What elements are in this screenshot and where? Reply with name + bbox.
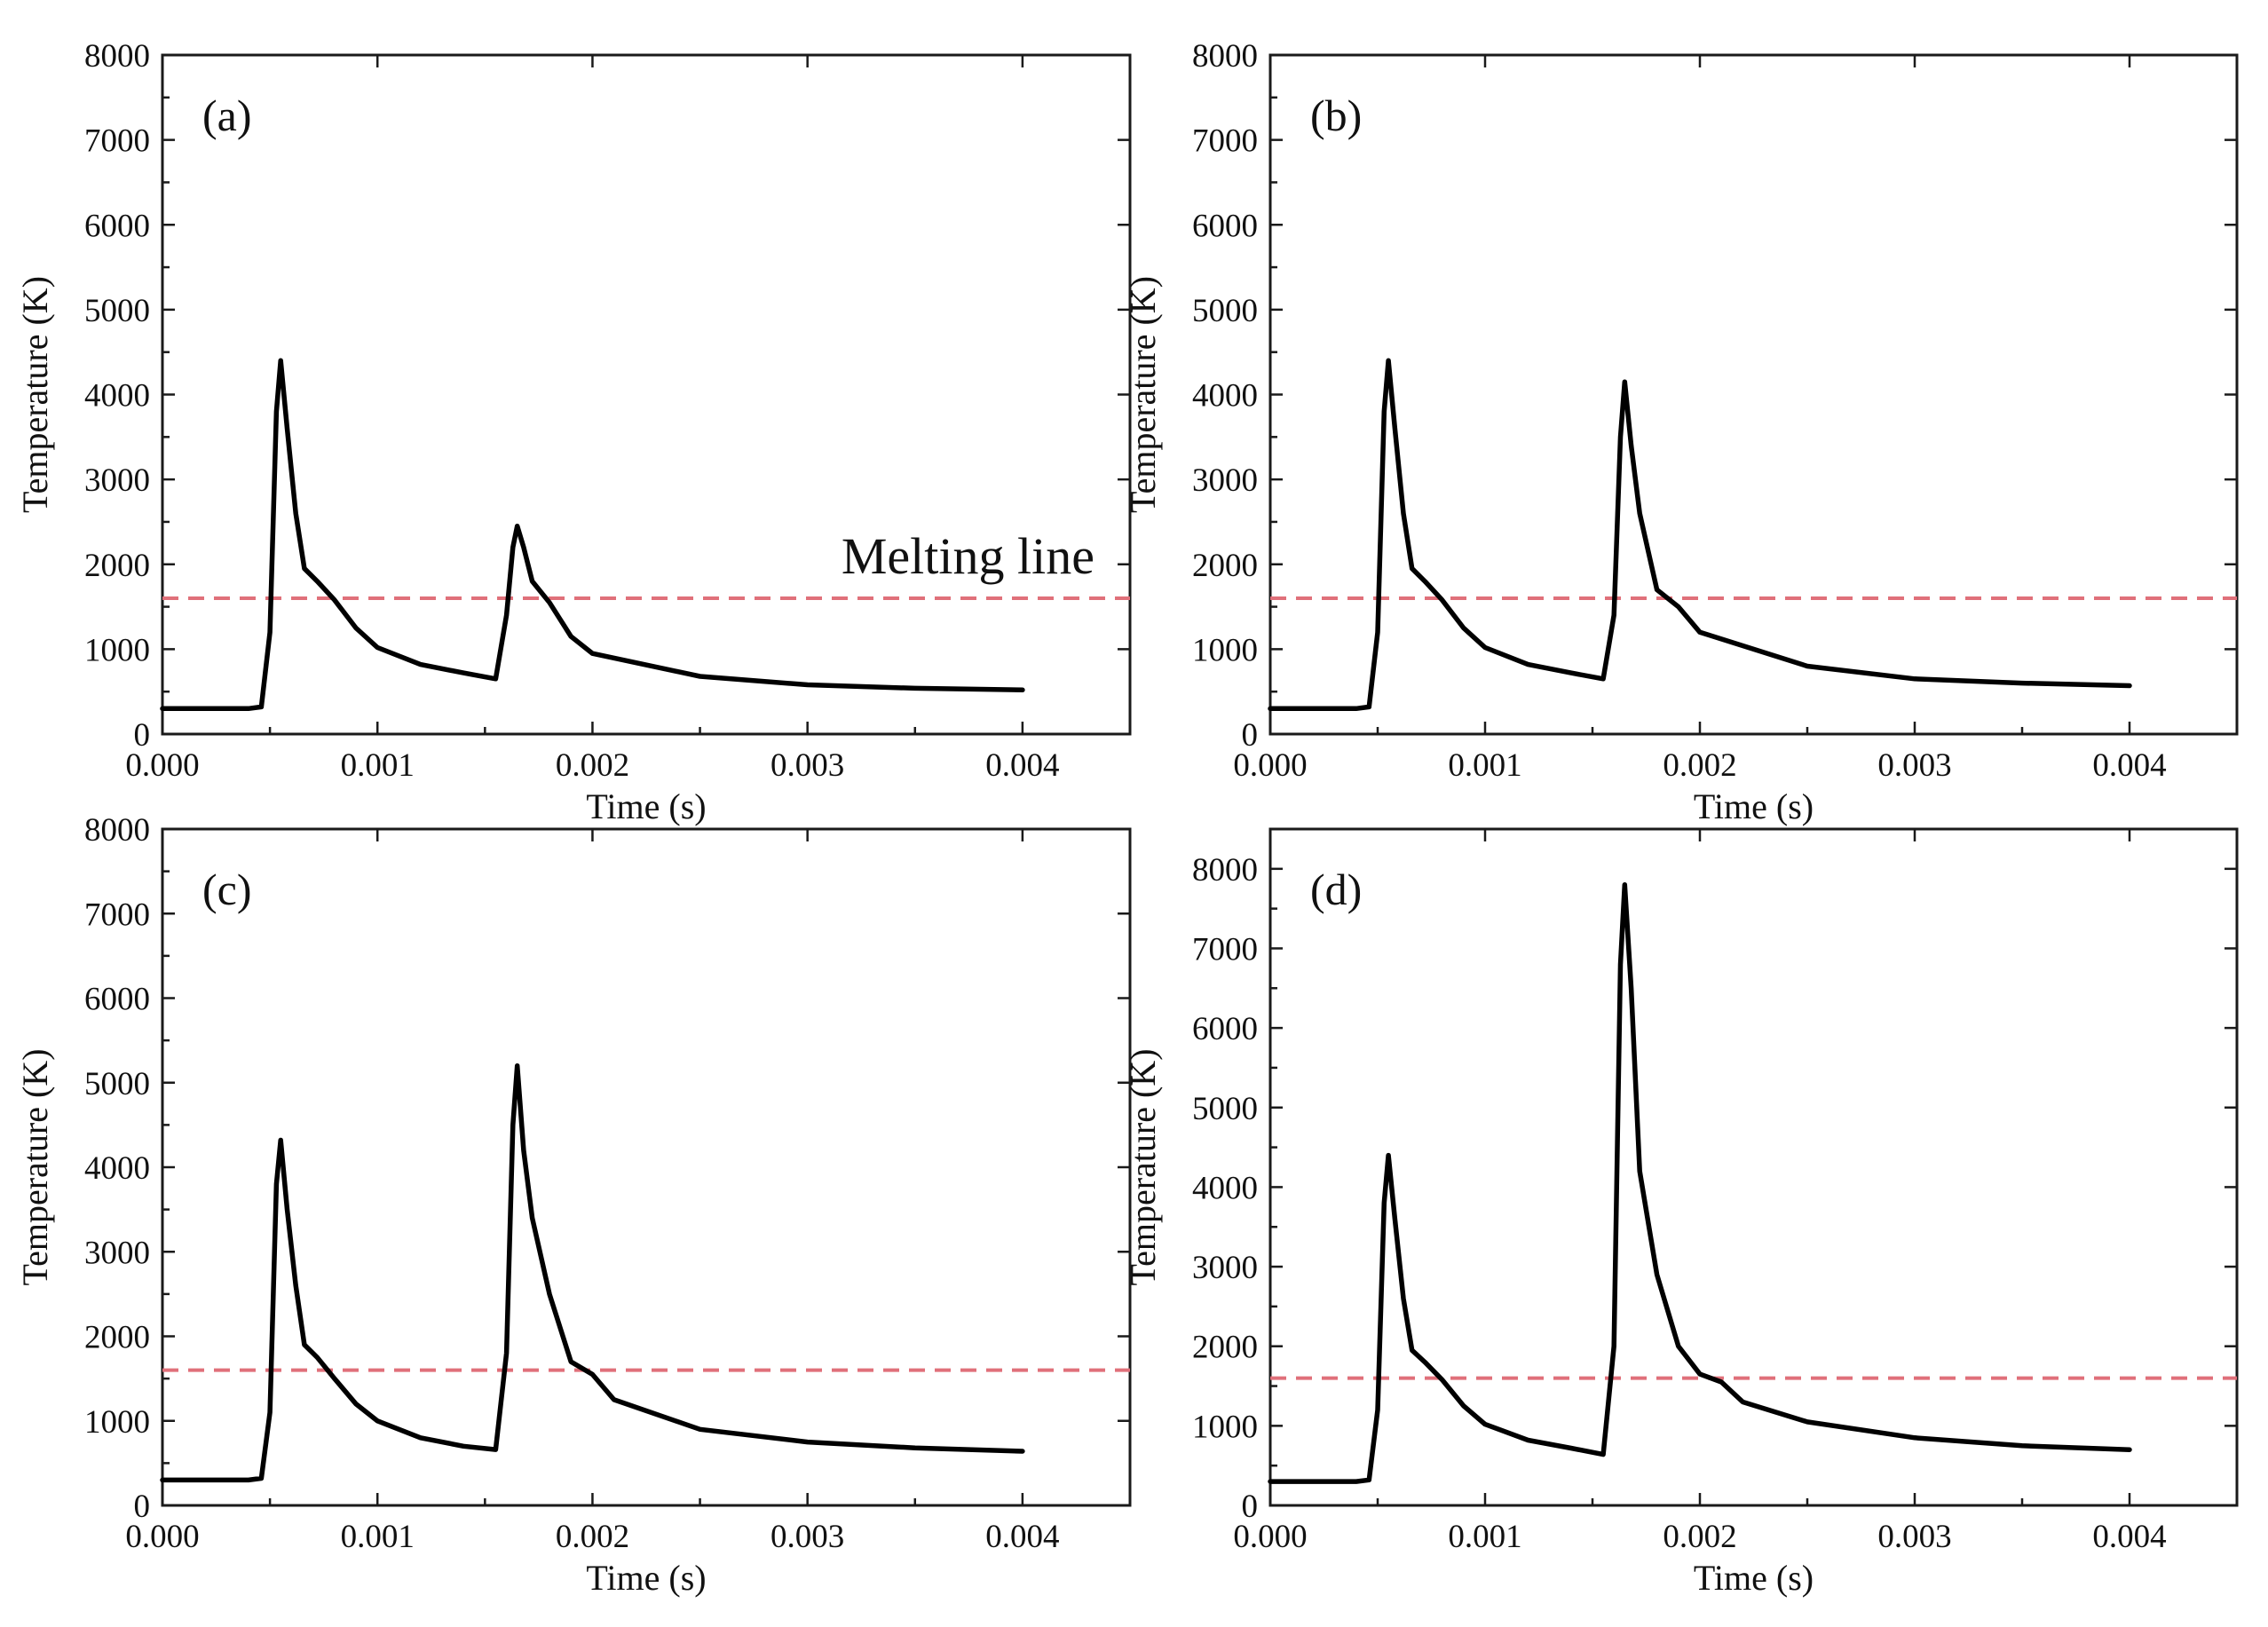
panel-c-ytick-label: 7000	[84, 896, 150, 933]
panel-b-ytick-label: 7000	[1192, 123, 1258, 160]
panel-b-temperature-curve	[1268, 358, 2132, 712]
panel-a-ytick-label: 3000	[84, 462, 150, 499]
panel-c-ytick-label: 0	[134, 1489, 151, 1525]
panel-c-xtick-label: 0.004	[985, 1519, 1059, 1555]
panel-a-melting-line-label: Melting line	[842, 527, 1094, 585]
panel-b-ytick-label: 6000	[1192, 208, 1258, 244]
panel-b-ylabel: Temperature (K)	[1123, 276, 1163, 513]
panel-b-xtick-label: 0.000	[1233, 747, 1307, 784]
panel-c-xtick-label: 0.001	[341, 1519, 415, 1555]
panel-b-ytick-label: 2000	[1192, 548, 1258, 584]
panel-a-ylabel: Temperature (K)	[15, 276, 55, 513]
panel-b-ytick-label: 4000	[1192, 378, 1258, 415]
panel-b-ytick-label: 3000	[1192, 462, 1258, 499]
panel-d-xtick-label: 0.003	[1877, 1519, 1951, 1555]
panel-a: 0 1000 2000 3000 4000 5000 6000 7000 8000 0.000 0.…	[15, 38, 1132, 826]
panel-c-xtick-label: 0.000	[125, 1519, 199, 1555]
panel-d-ytick-label: 0	[1242, 1489, 1259, 1525]
panel-b-ytick-label: 8000	[1192, 38, 1258, 75]
panel-d-label: (d)	[1310, 865, 1362, 914]
panel-a-xtick-label: 0.000	[125, 747, 199, 784]
panel-d-xtick-label: 0.004	[2092, 1519, 2166, 1555]
panel-d-ytick-label: 4000	[1192, 1170, 1258, 1206]
panel-a-xlabel: Time (s)	[586, 786, 706, 826]
panel-c-ytick-label: 1000	[84, 1404, 150, 1441]
panel-b-label: (b)	[1310, 91, 1362, 140]
panel-a-ytick-label: 6000	[84, 208, 150, 244]
panel-c: 0 1000 2000 3000 4000 5000 6000 7000 8000 0.000 0.…	[15, 812, 1132, 1598]
panel-c-xtick-label: 0.003	[770, 1519, 844, 1555]
panel-d-ytick-label: 2000	[1192, 1330, 1258, 1366]
panel-a-ytick-label: 1000	[84, 632, 150, 668]
panel-c-temperature-curve	[160, 1062, 1025, 1483]
panel-b-xtick-label: 0.003	[1877, 747, 1951, 784]
panel-c-xtick-label: 0.002	[556, 1519, 629, 1555]
panel-b-xtick-label: 0.002	[1663, 747, 1736, 784]
panel-d-temperature-curve	[1268, 882, 2132, 1484]
panel-a-label: (a)	[202, 91, 252, 140]
panel-c-ytick-label: 5000	[84, 1066, 150, 1102]
panel-a-ytick-label: 0	[134, 717, 151, 754]
panel-d-ytick-label: 1000	[1192, 1409, 1258, 1445]
panel-d-xtick-label: 0.000	[1233, 1519, 1307, 1555]
panel-c-ytick-label: 6000	[84, 982, 150, 1018]
panel-d-ytick-label: 3000	[1192, 1250, 1258, 1286]
panel-d-ytick-label: 5000	[1192, 1091, 1258, 1127]
panel-a-temperature-curve	[160, 358, 1025, 712]
panel-d: 0 1000 2000 3000 4000 5000 6000 7000 8000 0.000 0.…	[1123, 827, 2239, 1598]
panel-c-xlabel: Time (s)	[586, 1558, 706, 1598]
panel-b: 0 1000 2000 3000 4000 5000 6000 7000 8000 0.000 0.…	[1123, 38, 2239, 826]
panel-a-ytick-label: 5000	[84, 293, 150, 329]
panel-d-ytick-label: 6000	[1192, 1011, 1258, 1047]
panel-d-frame	[1268, 827, 2239, 1507]
panel-d-xtick-label: 0.001	[1448, 1519, 1521, 1555]
panel-b-xtick-label: 0.001	[1448, 747, 1521, 784]
panel-c-ytick-label: 8000	[84, 812, 150, 849]
panel-a-xtick-label: 0.001	[341, 747, 415, 784]
panel-b-ytick-label: 0	[1242, 717, 1259, 754]
panel-a-ytick-label: 2000	[84, 548, 150, 584]
panel-c-ytick-label: 4000	[84, 1150, 150, 1187]
panel-b-ytick-label: 1000	[1192, 632, 1258, 668]
panel-d-xtick-label: 0.002	[1663, 1519, 1736, 1555]
panel-b-xtick-label: 0.004	[2092, 747, 2166, 784]
panel-d-ylabel: Temperature (K)	[1123, 1048, 1163, 1285]
panel-a-ytick-label: 4000	[84, 378, 150, 415]
panel-c-ytick-label: 3000	[84, 1235, 150, 1271]
panel-a-xtick-label: 0.003	[770, 747, 844, 784]
panel-c-ylabel: Temperature (K)	[15, 1048, 55, 1285]
panel-b-xlabel: Time (s)	[1694, 786, 1814, 826]
panel-d-ytick-label: 8000	[1192, 852, 1258, 889]
panel-c-label: (c)	[202, 865, 252, 914]
panel-d-xlabel: Time (s)	[1694, 1558, 1814, 1598]
panel-a-xtick-label: 0.004	[985, 747, 1059, 784]
panel-c-ytick-label: 2000	[84, 1320, 150, 1356]
panel-a-xtick-label: 0.002	[556, 747, 629, 784]
panel-d-ytick-label: 7000	[1192, 931, 1258, 968]
panel-a-ytick-label: 8000	[84, 38, 150, 75]
panel-b-ytick-label: 5000	[1192, 293, 1258, 329]
panel-a-ytick-label: 7000	[84, 123, 150, 160]
